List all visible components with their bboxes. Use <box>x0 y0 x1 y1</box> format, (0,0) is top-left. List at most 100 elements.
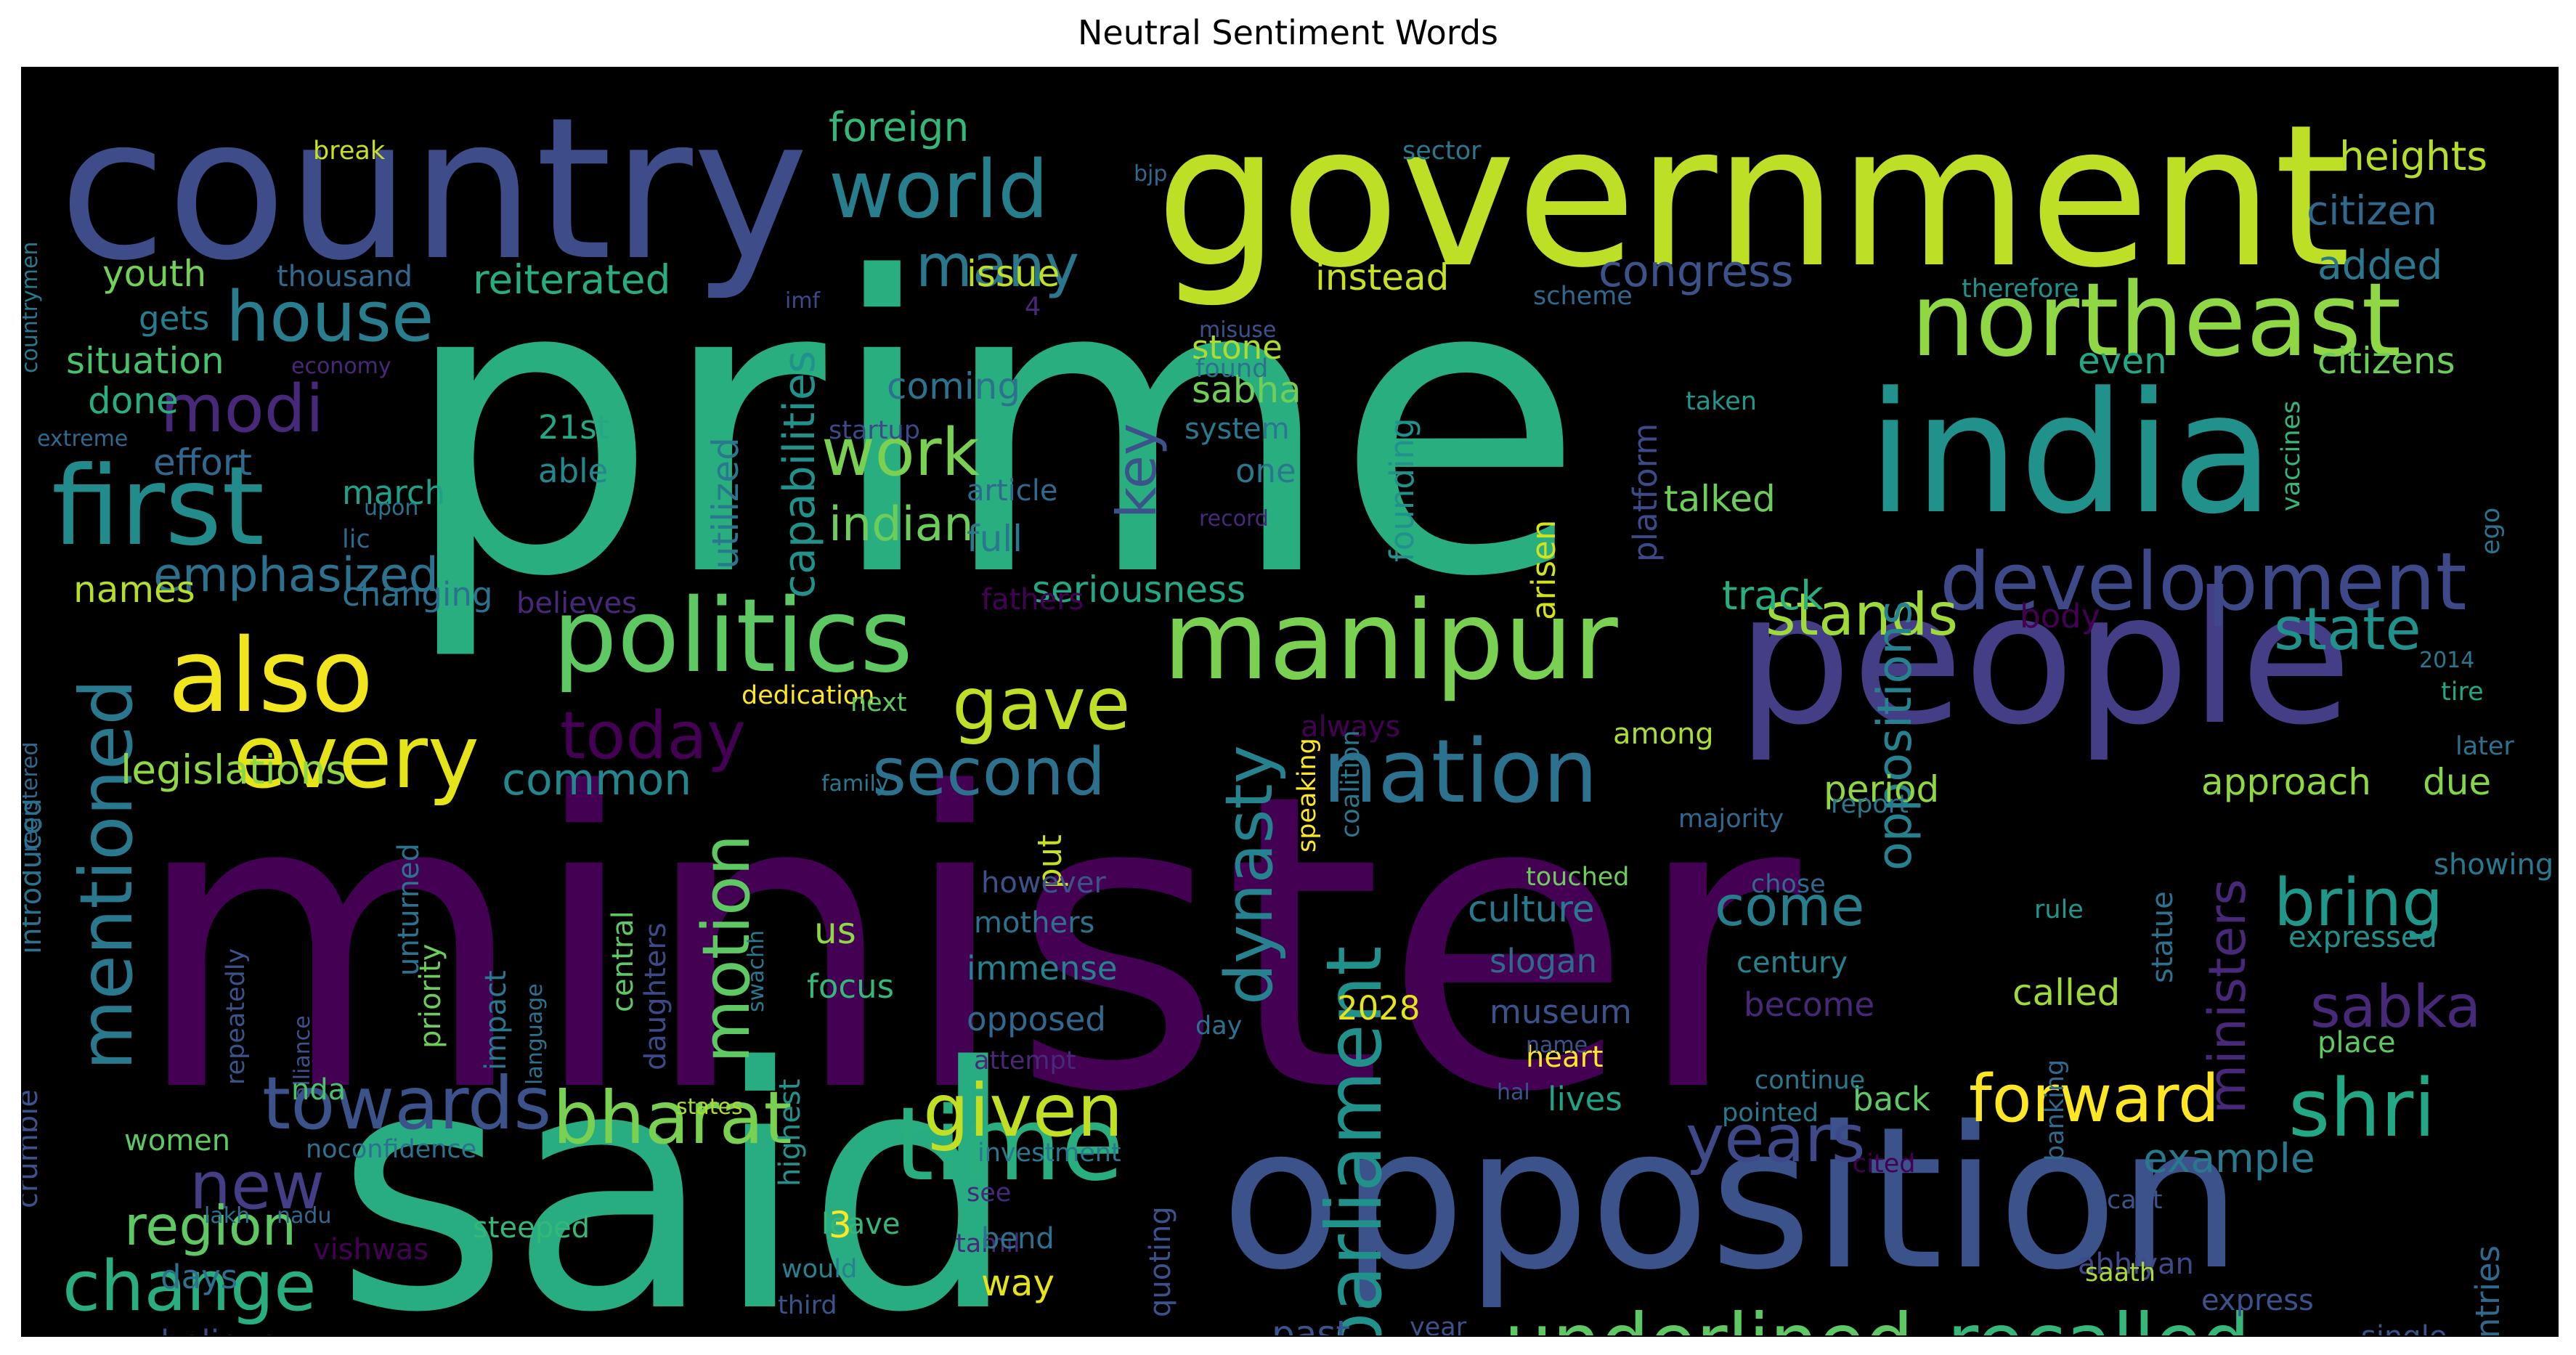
cloud-word: believes <box>516 587 637 620</box>
cloud-word: vaccines <box>2277 401 2306 511</box>
cloud-word: seriousness <box>1032 569 1246 611</box>
cloud-word: situation <box>66 340 224 382</box>
cloud-word: lives <box>1548 1080 1622 1118</box>
cloud-word: period <box>1824 768 1939 810</box>
cloud-word: economy <box>291 354 391 379</box>
cloud-word: underlined <box>1504 1298 1914 1335</box>
cloud-word: priority <box>414 944 447 1049</box>
cloud-word: stone <box>1192 328 1283 367</box>
cloud-word: days <box>161 1258 237 1296</box>
cloud-word: become <box>1744 985 1874 1024</box>
cloud-word: motion <box>688 834 765 1063</box>
cloud-word: see <box>967 1179 1011 1208</box>
cloud-word: however <box>981 866 1106 900</box>
cloud-word: immense <box>967 949 1118 988</box>
cloud-word: states <box>676 1094 743 1120</box>
cloud-word: changing <box>342 575 493 614</box>
cloud-word: daughters <box>639 922 673 1070</box>
cloud-word: foreign <box>829 104 969 150</box>
cloud-word: article <box>967 474 1057 508</box>
cloud-word: taken <box>1686 387 1757 416</box>
cloud-word: bjp <box>1134 161 1167 187</box>
cloud-word: language <box>522 983 548 1085</box>
cloud-word: repeatedly <box>222 948 251 1085</box>
cloud-word: able <box>538 452 608 490</box>
cloud-word: tire <box>2441 678 2484 707</box>
cloud-word: pointed <box>1722 1099 1819 1128</box>
cloud-word: touched <box>1526 863 1630 892</box>
cloud-word: single <box>2361 1320 2447 1335</box>
cloud-word: nation <box>1322 722 1598 823</box>
cloud-word: also <box>168 617 373 736</box>
cloud-word: majority <box>1678 805 1784 834</box>
cloud-word: 21st <box>538 408 609 447</box>
cloud-word: modi <box>161 371 324 447</box>
word-cloud: minister prime said government country opposi… <box>21 67 2559 1337</box>
cloud-word: hal <box>1497 1080 1530 1105</box>
cloud-word: second <box>872 734 1105 810</box>
cloud-word: nadu <box>277 1203 331 1229</box>
cloud-word: lic <box>342 525 370 554</box>
cloud-word: sabha <box>1192 369 1301 411</box>
cloud-word: focus <box>807 967 894 1006</box>
cloud-word: misuse <box>1199 317 1276 343</box>
cloud-word: later <box>2455 732 2514 761</box>
cloud-word: speaking <box>1293 738 1322 853</box>
cloud-word: family <box>821 771 889 797</box>
cloud-word: region <box>124 1194 296 1258</box>
cloud-word: 2014 <box>2419 648 2474 673</box>
cloud-word: steeped <box>473 1211 590 1245</box>
cloud-word: opposed <box>967 1000 1106 1038</box>
cloud-word: ego <box>2477 508 2506 555</box>
cloud-word: platform <box>1626 423 1665 562</box>
cloud-word: way <box>981 1262 1055 1304</box>
cloud-word: mentioned <box>64 679 149 1070</box>
cloud-word: year <box>1410 1313 1467 1335</box>
cloud-word: gets <box>139 299 209 338</box>
cloud-word: countrymen <box>23 242 43 373</box>
cloud-word: thousand <box>277 260 413 293</box>
cloud-word: swachh <box>744 930 769 1012</box>
cloud-word: towards <box>262 1061 551 1146</box>
cloud-word: parliament <box>1310 946 1399 1335</box>
cloud-word: found <box>1195 354 1268 383</box>
cloud-word: shri <box>2288 1062 2436 1155</box>
cloud-word: cited <box>1853 1149 1915 1179</box>
cloud-word: today <box>560 698 746 774</box>
cloud-word: century <box>1736 946 1848 980</box>
cloud-word: heart <box>1526 1041 1604 1074</box>
cloud-word: central <box>606 911 640 1012</box>
cloud-word: key <box>1105 423 1169 518</box>
cloud-word: opposition <box>1221 1084 2242 1313</box>
cloud-word: 3 <box>829 1204 852 1246</box>
cloud-word: record <box>1199 506 1269 532</box>
cloud-word: always <box>1301 710 1400 744</box>
cloud-word: place <box>2317 1026 2396 1059</box>
cloud-word: cant <box>2107 1186 2163 1215</box>
cloud-word: noconfidence <box>306 1135 476 1164</box>
cloud-word: northeast <box>1911 261 2401 380</box>
cloud-word: startup <box>829 416 920 445</box>
cloud-word: founding <box>1383 418 1421 562</box>
cloud-word: given <box>923 1068 1123 1153</box>
cloud-word: put <box>1031 834 1069 889</box>
cloud-word: years <box>1686 1101 1866 1177</box>
cloud-word: culture <box>1468 888 1595 930</box>
cloud-word: showing <box>2434 848 2553 882</box>
cloud-word: country <box>59 75 809 304</box>
cloud-word: indian <box>829 497 974 552</box>
cloud-word: back <box>1853 1080 1930 1118</box>
cloud-word: sector <box>1402 137 1482 166</box>
cloud-word: sabka <box>2310 973 2481 1041</box>
cloud-word: world <box>829 143 1049 236</box>
cloud-word: day <box>1195 1012 1242 1041</box>
cloud-word: saath <box>2085 1258 2156 1287</box>
cloud-word: recalled <box>1947 1298 2250 1335</box>
cloud-word: bring <box>2274 865 2443 941</box>
cloud-word: unturned <box>392 843 426 976</box>
cloud-word: oppositions <box>1868 601 1922 871</box>
cloud-word: 4 <box>1025 293 1041 322</box>
cloud-word: expressed <box>2288 921 2437 954</box>
cloud-word: capabilities <box>774 351 825 598</box>
cloud-word: body <box>2020 597 2100 635</box>
